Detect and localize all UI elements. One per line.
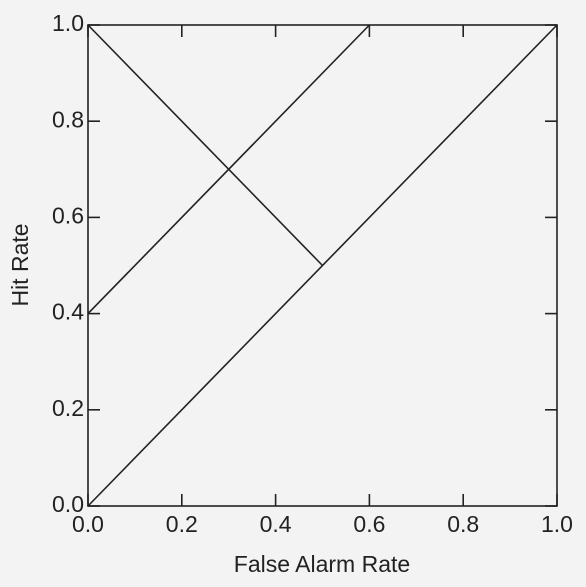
y-tick-label: 0.0 — [52, 491, 84, 517]
y-tick-label: 0.2 — [52, 395, 84, 421]
x-tick-label: 0.0 — [72, 511, 104, 537]
line — [87, 24, 370, 315]
plot-frame — [87, 24, 558, 507]
line — [87, 24, 324, 267]
y-tick-label: 0.4 — [52, 299, 84, 325]
y-tick-label: 0.6 — [52, 202, 84, 228]
x-axis-label: False Alarm Rate — [234, 551, 410, 577]
y-axis-label: Hit Rate — [7, 223, 33, 306]
x-tick-label: 0.4 — [260, 511, 292, 537]
x-tick-label: 0.8 — [447, 511, 479, 537]
x-tick-label: 1.0 — [541, 511, 573, 537]
y-tick-label: 1.0 — [52, 10, 84, 36]
y-tick-label: 0.8 — [52, 106, 84, 132]
x-tick-label: 0.2 — [166, 511, 198, 537]
x-tick-label: 0.6 — [353, 511, 385, 537]
